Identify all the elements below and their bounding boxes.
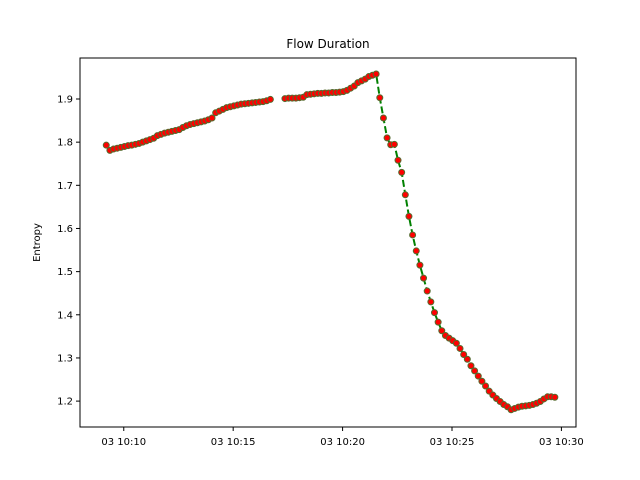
y-axis: 1.2 1.3 1.4 1.5 1.6 1.7 1.8 1.9: [57, 95, 80, 408]
plot-area: [80, 58, 576, 427]
data-point: [452, 339, 460, 347]
marker-layer: [102, 70, 559, 414]
data-point: [376, 94, 384, 102]
data-point: [383, 134, 391, 142]
data-point: [427, 298, 435, 306]
data-point: [208, 114, 216, 122]
data-point: [463, 355, 471, 363]
data-point: [423, 287, 431, 295]
data-point: [482, 382, 490, 390]
data-point: [401, 191, 409, 199]
y-tick-label: 1.8: [57, 138, 73, 149]
x-tick-label: 03 10:20: [320, 437, 365, 448]
data-point: [394, 156, 402, 164]
data-point: [551, 393, 559, 401]
data-point: [416, 261, 424, 269]
data-point: [430, 309, 438, 317]
data-point: [438, 327, 446, 335]
data-point: [420, 274, 428, 282]
y-tick-label: 1.6: [57, 224, 73, 235]
y-tick-label: 1.7: [57, 181, 73, 192]
x-tick-label: 03 10:25: [430, 437, 475, 448]
data-point: [412, 247, 420, 255]
data-point: [471, 367, 479, 375]
y-tick-label: 1.5: [57, 267, 73, 278]
data-point: [266, 95, 274, 103]
data-point: [478, 377, 486, 385]
y-tick-label: 1.4: [57, 310, 73, 321]
data-point: [460, 350, 468, 358]
y-tick-label: 1.9: [57, 95, 73, 106]
data-point: [474, 372, 482, 380]
plot-frame: [79, 57, 577, 428]
y-tick-label: 1.3: [57, 353, 73, 364]
x-tick-label: 03 10:15: [211, 437, 256, 448]
x-axis: 03 10:10 03 10:15 03 10:20 03 10:25 03 10:30: [101, 427, 584, 448]
data-point: [434, 318, 442, 326]
data-point: [379, 114, 387, 122]
data-point: [102, 141, 110, 149]
y-tick-label: 1.2: [57, 397, 73, 408]
data-point: [398, 168, 406, 176]
data-point: [405, 212, 413, 220]
data-point: [456, 344, 464, 352]
data-point: [372, 70, 380, 78]
data-point: [467, 362, 475, 370]
x-tick-label: 03 10:10: [101, 437, 146, 448]
chart-title: Flow Duration: [286, 37, 369, 51]
y-axis-label: Entropy: [32, 223, 43, 262]
data-point: [409, 231, 417, 239]
data-point: [390, 140, 398, 148]
x-tick-label: 03 10:30: [539, 437, 584, 448]
